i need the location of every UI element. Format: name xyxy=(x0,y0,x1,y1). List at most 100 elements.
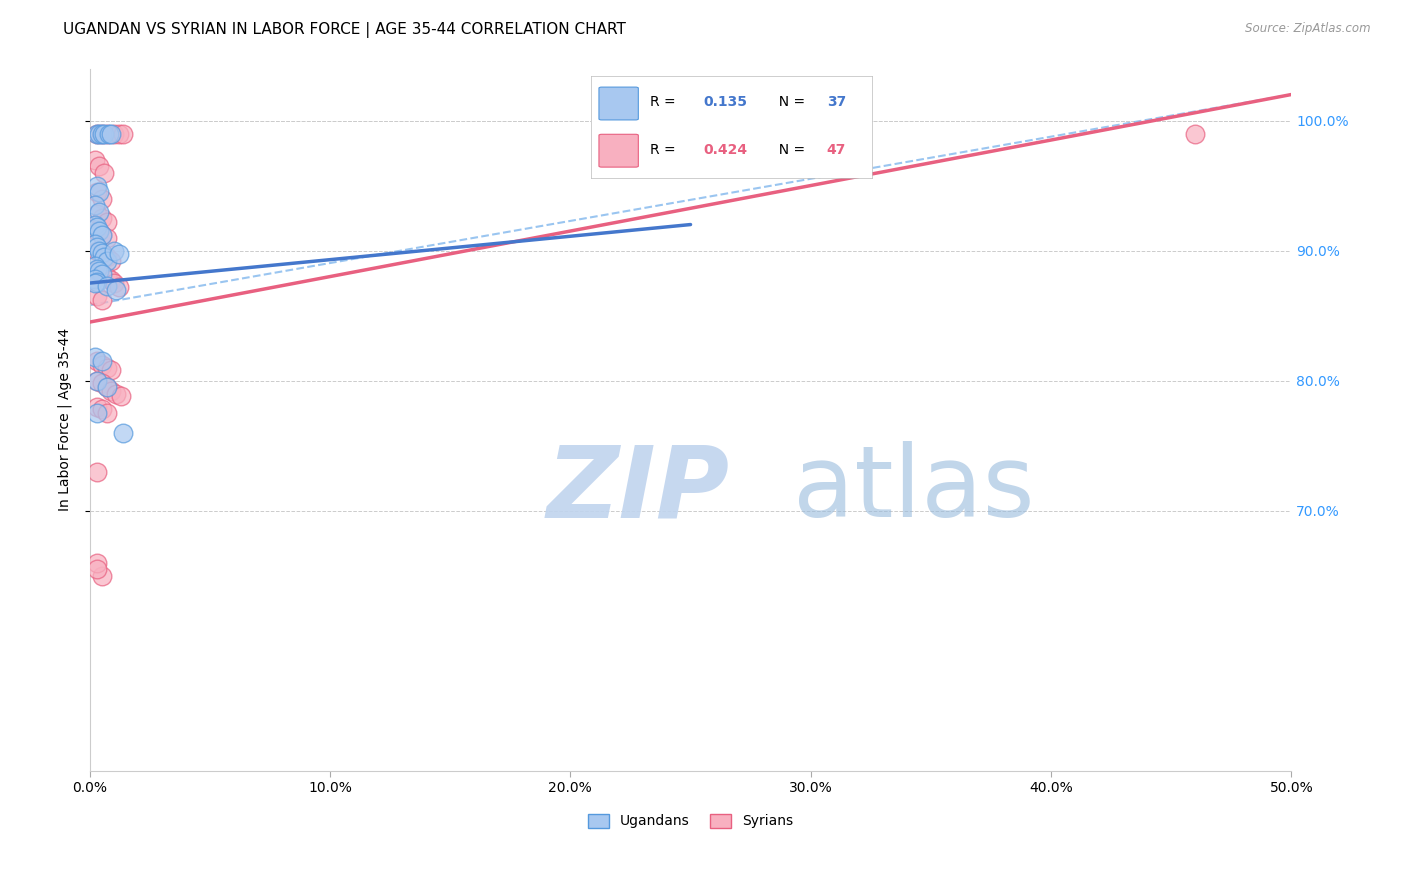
Point xyxy=(100,254,122,268)
Point xyxy=(103,127,125,141)
Text: atlas: atlas xyxy=(793,442,1035,538)
Point xyxy=(86,562,108,576)
Point xyxy=(90,192,112,206)
Point xyxy=(86,224,108,238)
Point xyxy=(90,267,112,281)
Point xyxy=(86,244,108,258)
Point xyxy=(89,204,111,219)
Text: 47: 47 xyxy=(827,143,846,157)
Point xyxy=(96,230,118,244)
Point xyxy=(96,278,118,293)
Point xyxy=(105,283,128,297)
Point xyxy=(89,224,111,238)
Point xyxy=(90,227,112,242)
Point xyxy=(86,289,108,303)
Point xyxy=(90,568,112,582)
Point xyxy=(83,153,105,167)
Point xyxy=(103,244,125,258)
Point xyxy=(86,127,108,141)
Point xyxy=(86,220,108,235)
Point xyxy=(86,261,108,276)
Point xyxy=(83,198,105,212)
Point xyxy=(93,127,115,141)
Point xyxy=(96,215,118,229)
Point xyxy=(90,246,112,260)
FancyBboxPatch shape xyxy=(599,87,638,120)
Point xyxy=(86,178,108,193)
Point xyxy=(86,263,108,277)
Point xyxy=(86,354,108,368)
Point xyxy=(107,127,129,141)
Point xyxy=(83,218,105,232)
Point xyxy=(112,127,135,141)
Point xyxy=(90,211,112,225)
Point xyxy=(83,259,105,273)
Point xyxy=(100,127,122,141)
Y-axis label: In Labor Force | Age 35-44: In Labor Force | Age 35-44 xyxy=(58,328,72,511)
Text: Source: ZipAtlas.com: Source: ZipAtlas.com xyxy=(1246,22,1371,36)
Point xyxy=(86,556,108,570)
Text: 37: 37 xyxy=(827,95,846,110)
Point xyxy=(89,159,111,173)
Point xyxy=(107,247,129,261)
Point xyxy=(107,280,129,294)
Point xyxy=(86,400,108,414)
Text: N =: N = xyxy=(770,143,810,157)
Point xyxy=(90,267,112,281)
Point xyxy=(110,389,132,403)
Point xyxy=(96,360,118,375)
Point xyxy=(86,374,108,388)
Point xyxy=(86,406,108,420)
Point xyxy=(90,376,112,391)
Point xyxy=(100,273,122,287)
Text: N =: N = xyxy=(770,95,810,110)
Point xyxy=(96,250,118,264)
Point xyxy=(86,275,108,289)
Point xyxy=(90,293,112,307)
Point xyxy=(90,246,112,260)
Point xyxy=(103,276,125,290)
Point xyxy=(1184,127,1206,141)
Point xyxy=(96,380,118,394)
Point xyxy=(96,127,118,141)
Point xyxy=(86,207,108,221)
Point xyxy=(93,250,115,264)
Point xyxy=(83,350,105,364)
Point xyxy=(83,237,105,252)
Point xyxy=(86,127,108,141)
FancyBboxPatch shape xyxy=(599,135,638,167)
Text: ZIP: ZIP xyxy=(547,442,730,538)
Point xyxy=(90,402,112,417)
Point xyxy=(86,185,108,199)
Point xyxy=(105,386,128,401)
Point xyxy=(90,227,112,242)
Point xyxy=(100,363,122,377)
Text: 0.424: 0.424 xyxy=(703,143,747,157)
Point xyxy=(90,354,112,368)
Point xyxy=(97,127,120,141)
Point xyxy=(89,185,111,199)
Point xyxy=(96,254,118,268)
Point xyxy=(89,244,111,258)
Point xyxy=(83,272,105,286)
Point xyxy=(83,276,105,290)
Text: R =: R = xyxy=(650,95,679,110)
Text: UGANDAN VS SYRIAN IN LABOR FORCE | AGE 35-44 CORRELATION CHART: UGANDAN VS SYRIAN IN LABOR FORCE | AGE 3… xyxy=(63,22,626,38)
Point xyxy=(90,358,112,372)
Text: R =: R = xyxy=(650,143,679,157)
Point xyxy=(86,465,108,479)
Point xyxy=(86,374,108,388)
Point xyxy=(89,264,111,278)
Point xyxy=(96,269,118,284)
Point xyxy=(96,380,118,394)
Point xyxy=(112,425,135,440)
Point xyxy=(90,127,112,141)
Point xyxy=(96,406,118,420)
Point xyxy=(93,165,115,179)
Point xyxy=(90,127,112,141)
Point xyxy=(89,127,111,141)
Point xyxy=(100,384,122,398)
Point xyxy=(86,240,108,254)
Text: 0.135: 0.135 xyxy=(703,95,747,110)
Legend: Ugandans, Syrians: Ugandans, Syrians xyxy=(582,808,799,834)
